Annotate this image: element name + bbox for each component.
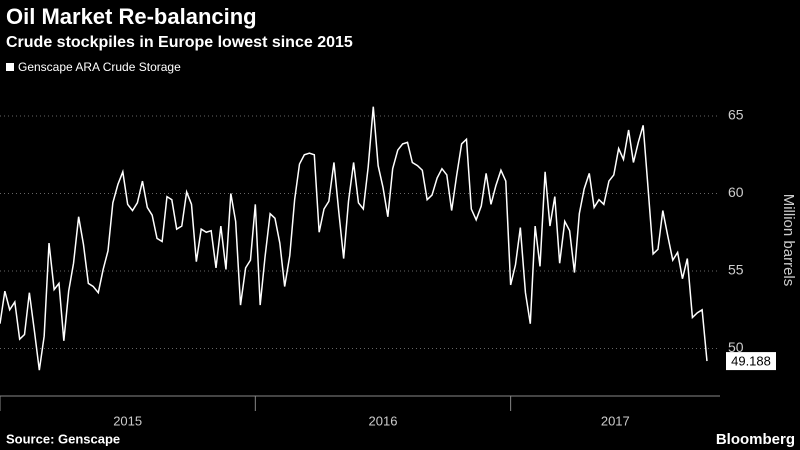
y-tick-label: 55 <box>728 262 744 278</box>
y-axis-label: Million barrels <box>780 194 797 287</box>
y-tick-label: 65 <box>728 107 744 123</box>
last-value-label: 49.188 <box>731 354 771 369</box>
x-tick-label: 2015 <box>113 413 142 428</box>
chart-title: Oil Market Re-balancing <box>6 4 257 29</box>
legend-label: Genscape ARA Crude Storage <box>18 60 181 74</box>
x-tick-label: 2017 <box>601 413 630 428</box>
chart-subtitle: Crude stockpiles in Europe lowest since … <box>6 34 353 51</box>
series-line <box>0 106 708 371</box>
x-tick-label: 2016 <box>369 413 398 428</box>
y-tick-label: 50 <box>728 339 744 355</box>
last-value-box <box>726 352 776 371</box>
brand: Bloomberg <box>716 431 795 448</box>
source: Source: Genscape <box>6 431 120 446</box>
legend-swatch <box>6 63 14 71</box>
y-tick-label: 60 <box>728 184 744 200</box>
